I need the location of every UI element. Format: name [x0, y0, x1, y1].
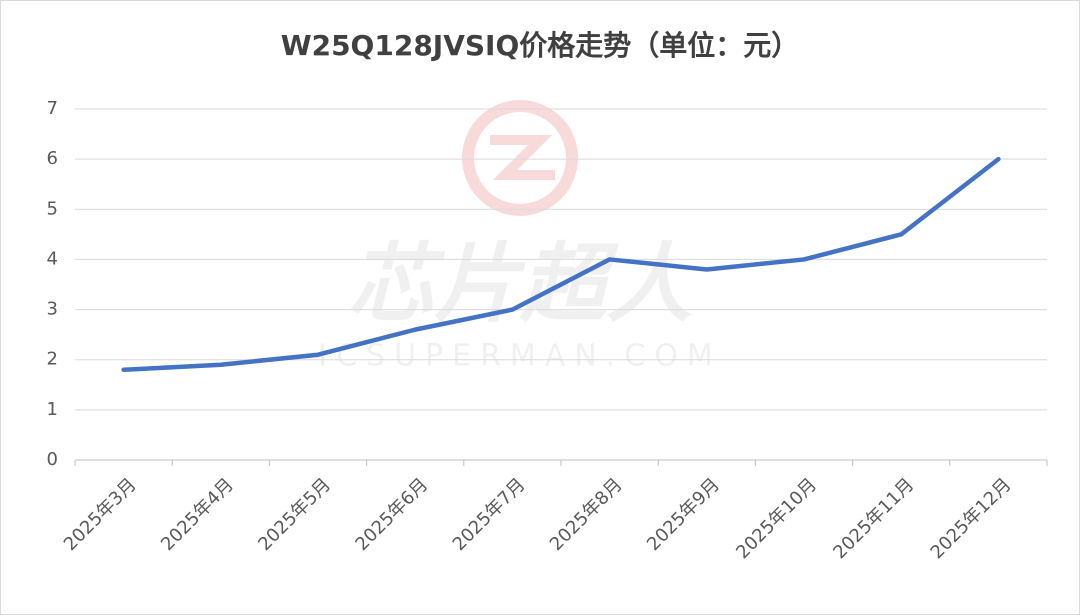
- watermark-logo-mark: [490, 135, 555, 180]
- watermark-logo: [462, 100, 578, 216]
- watermark: 芯片超人 ICSUPERMAN.COM: [318, 100, 722, 374]
- y-tick-label: 0: [47, 449, 58, 470]
- y-tick-label: 6: [47, 148, 58, 169]
- y-tick-label: 7: [47, 98, 58, 119]
- y-tick-label: 4: [47, 248, 58, 269]
- y-tick-label: 2: [47, 349, 58, 370]
- watermark-text: 芯片超人: [348, 234, 692, 334]
- y-tick-label: 1: [47, 399, 58, 420]
- y-tick-label: 5: [47, 198, 58, 219]
- watermark-url: ICSUPERMAN.COM: [318, 339, 722, 374]
- chart-title: W25Q128JVSIQ价格走势（单位：元）: [281, 29, 800, 62]
- line-series: [121, 156, 1001, 372]
- y-tick-label: 3: [47, 299, 58, 320]
